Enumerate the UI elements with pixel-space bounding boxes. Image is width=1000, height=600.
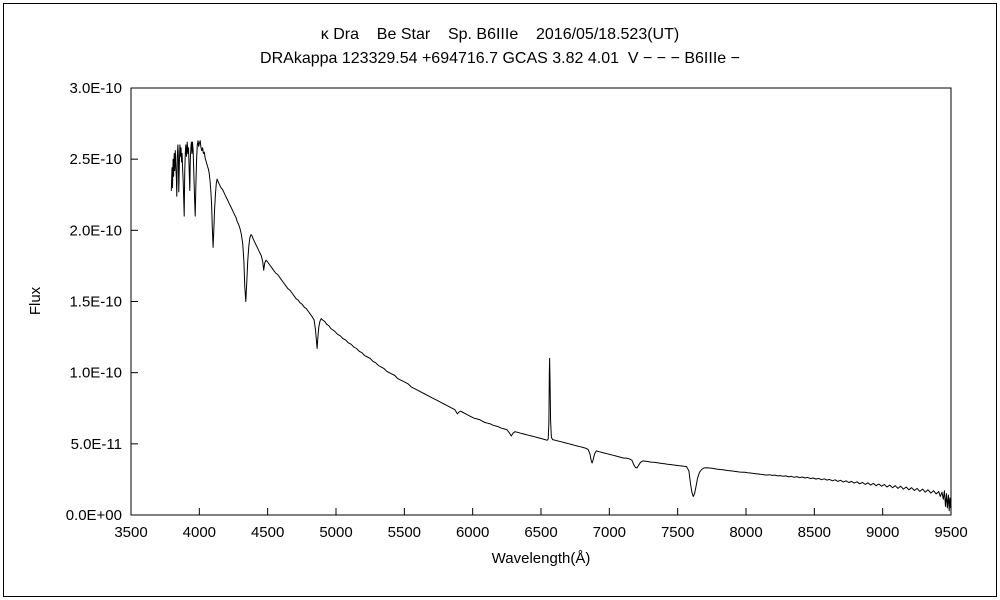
x-tick-label: 8000 bbox=[729, 524, 762, 541]
y-tick-label: 1.5E-10 bbox=[69, 294, 122, 311]
x-tick-label: 6500 bbox=[524, 524, 557, 541]
x-tick-label: 7000 bbox=[593, 524, 626, 541]
x-tick-label: 8500 bbox=[798, 524, 831, 541]
y-axis-label: Flux bbox=[27, 286, 44, 315]
x-tick-label: 7500 bbox=[661, 524, 694, 541]
x-tick-label: 5500 bbox=[388, 524, 421, 541]
x-axis-label: Wavelength(Å) bbox=[492, 550, 591, 567]
x-tick-label: 9000 bbox=[866, 524, 899, 541]
y-tick-label: 2.0E-10 bbox=[69, 222, 122, 239]
plot-frame bbox=[130, 87, 952, 516]
y-tick-label: 3.0E-10 bbox=[69, 80, 122, 97]
chart-title-line-1: κ Dra Be Star Sp. B6IIIe 2016/05/18.523(… bbox=[320, 26, 680, 43]
y-tick-label: 2.5E-10 bbox=[69, 151, 122, 168]
y-tick-label: 5.0E-11 bbox=[71, 436, 122, 453]
x-tick-label: 5000 bbox=[319, 524, 352, 541]
axes: 3500 4000 4500 5000 5500 6000 6500 7000 7500 8000… bbox=[66, 80, 968, 541]
x-tick-label: 6000 bbox=[456, 524, 489, 541]
x-tick-label: 4000 bbox=[183, 524, 216, 541]
spectrum-line bbox=[170, 140, 952, 512]
spectrum-series bbox=[170, 140, 952, 512]
y-tick-label: 1.0E-10 bbox=[69, 365, 122, 382]
x-tick-label: 4500 bbox=[251, 524, 284, 541]
y-tick-label: 0.0E+00 bbox=[66, 507, 122, 524]
x-tick-label: 9500 bbox=[934, 524, 967, 541]
chart-title-line-2: DRAkappa 123329.54 +694716.7 GCAS 3.82 4… bbox=[260, 50, 740, 67]
x-tick-label: 3500 bbox=[114, 524, 147, 541]
